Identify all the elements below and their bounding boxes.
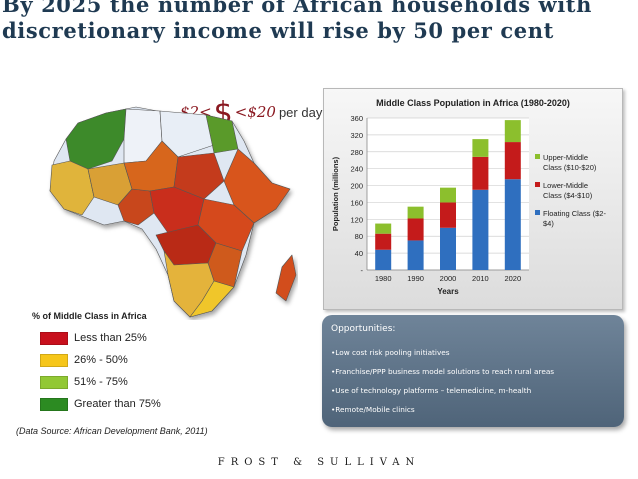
y-tick-label: 40	[355, 249, 363, 258]
x-tick-label: 2000	[440, 274, 457, 283]
map-legend-title: % of Middle Class in Africa	[32, 311, 147, 321]
chart-legend-swatch	[535, 182, 540, 187]
map-legend-item: Greater than 75%	[40, 393, 161, 415]
legend-swatch	[40, 353, 68, 367]
income-high: <$20	[234, 103, 276, 121]
x-tick-label: 2010	[472, 274, 489, 283]
chart-legend-label: Upper-Middle Class ($10-$20)	[543, 153, 597, 172]
y-tick-label: 200	[350, 182, 363, 191]
bar-segment	[504, 120, 521, 143]
y-tick-label: 240	[350, 165, 363, 174]
region-sudan	[173, 152, 225, 200]
bar-segment	[472, 189, 489, 270]
opportunity-item: •Remote/Mobile clinics	[331, 405, 415, 414]
region-libya-east	[159, 110, 215, 158]
legend-swatch	[40, 375, 68, 389]
legend-label: Less than 25%	[74, 332, 147, 344]
y-tick-label: 160	[350, 198, 363, 207]
y-tick-label: -	[361, 266, 364, 275]
y-axis-label: Population (millions)	[331, 156, 340, 231]
africa-map	[49, 106, 297, 318]
y-tick-label: 120	[350, 215, 363, 224]
chart-legend-label: Lower-Middle Class ($4-$10)	[543, 181, 593, 200]
middle-class-chart: Middle Class Population in Africa (1980-…	[331, 98, 606, 296]
opportunities-panel: Opportunities: •Low cost risk pooling in…	[322, 315, 624, 427]
bar-segment	[375, 233, 392, 250]
bar-segment	[407, 240, 424, 270]
bar-segment	[504, 179, 521, 270]
opportunities-list: •Low cost risk pooling initiatives •Fran…	[331, 347, 554, 423]
bar-segment	[440, 227, 456, 270]
map-legend-item: 51% - 75%	[40, 371, 161, 393]
data-source-note: (Data Source: African Development Bank, …	[16, 426, 208, 436]
legend-label: Greater than 75%	[74, 398, 161, 410]
x-tick-label: 1980	[375, 274, 392, 283]
map-legend-item: Less than 25%	[40, 327, 161, 349]
bar-segment	[407, 218, 424, 241]
legend-swatch	[40, 397, 68, 411]
region-northwest	[65, 108, 127, 170]
y-tick-label: 360	[350, 114, 363, 123]
bar-segment	[504, 142, 521, 180]
region-westafrica-coast	[49, 160, 95, 216]
opportunity-item: •Franchise/PPP business model solutions …	[331, 367, 555, 376]
chart-title: Middle Class Population in Africa (1980-…	[376, 98, 570, 108]
bar-segment	[375, 249, 392, 270]
chart-legend-swatch	[535, 210, 540, 215]
opportunities-title: Opportunities:	[331, 324, 396, 334]
map-legend-item: 26% - 50%	[40, 349, 161, 371]
chart-legend-swatch	[535, 154, 540, 159]
region-south-tip	[189, 280, 235, 318]
bar-segment	[472, 156, 489, 190]
bar-segment	[375, 223, 392, 234]
bar-segment	[440, 187, 456, 203]
chart-legend-label: Floating Class ($2-$4)	[543, 209, 606, 228]
opportunity-item: •Use of technology platforms – telemedic…	[331, 386, 532, 395]
madagascar	[275, 254, 297, 302]
legend-label: 51% - 75%	[74, 376, 128, 388]
x-tick-label: 2020	[504, 274, 521, 283]
legend-label: 26% - 50%	[74, 354, 128, 366]
income-unit: per day	[278, 105, 323, 120]
chart-panel: Middle Class Population in Africa (1980-…	[323, 88, 623, 310]
bar-segment	[472, 139, 489, 157]
y-tick-label: 80	[355, 232, 363, 241]
opportunity-item: •Low cost risk pooling initiatives	[331, 348, 450, 357]
y-tick-label: 280	[350, 148, 363, 157]
x-axis-label: Years	[437, 287, 459, 296]
y-tick-label: 320	[350, 131, 363, 140]
bar-segment	[440, 202, 456, 228]
page-title: By 2025 the number of African households…	[2, 0, 592, 43]
x-tick-label: 1990	[407, 274, 424, 283]
frost-sullivan-logo: FROST & SULLIVAN	[217, 457, 421, 468]
legend-swatch	[40, 331, 68, 345]
map-legend: Less than 25% 26% - 50% 51% - 75% Greate…	[40, 327, 161, 415]
bar-segment	[407, 206, 424, 219]
